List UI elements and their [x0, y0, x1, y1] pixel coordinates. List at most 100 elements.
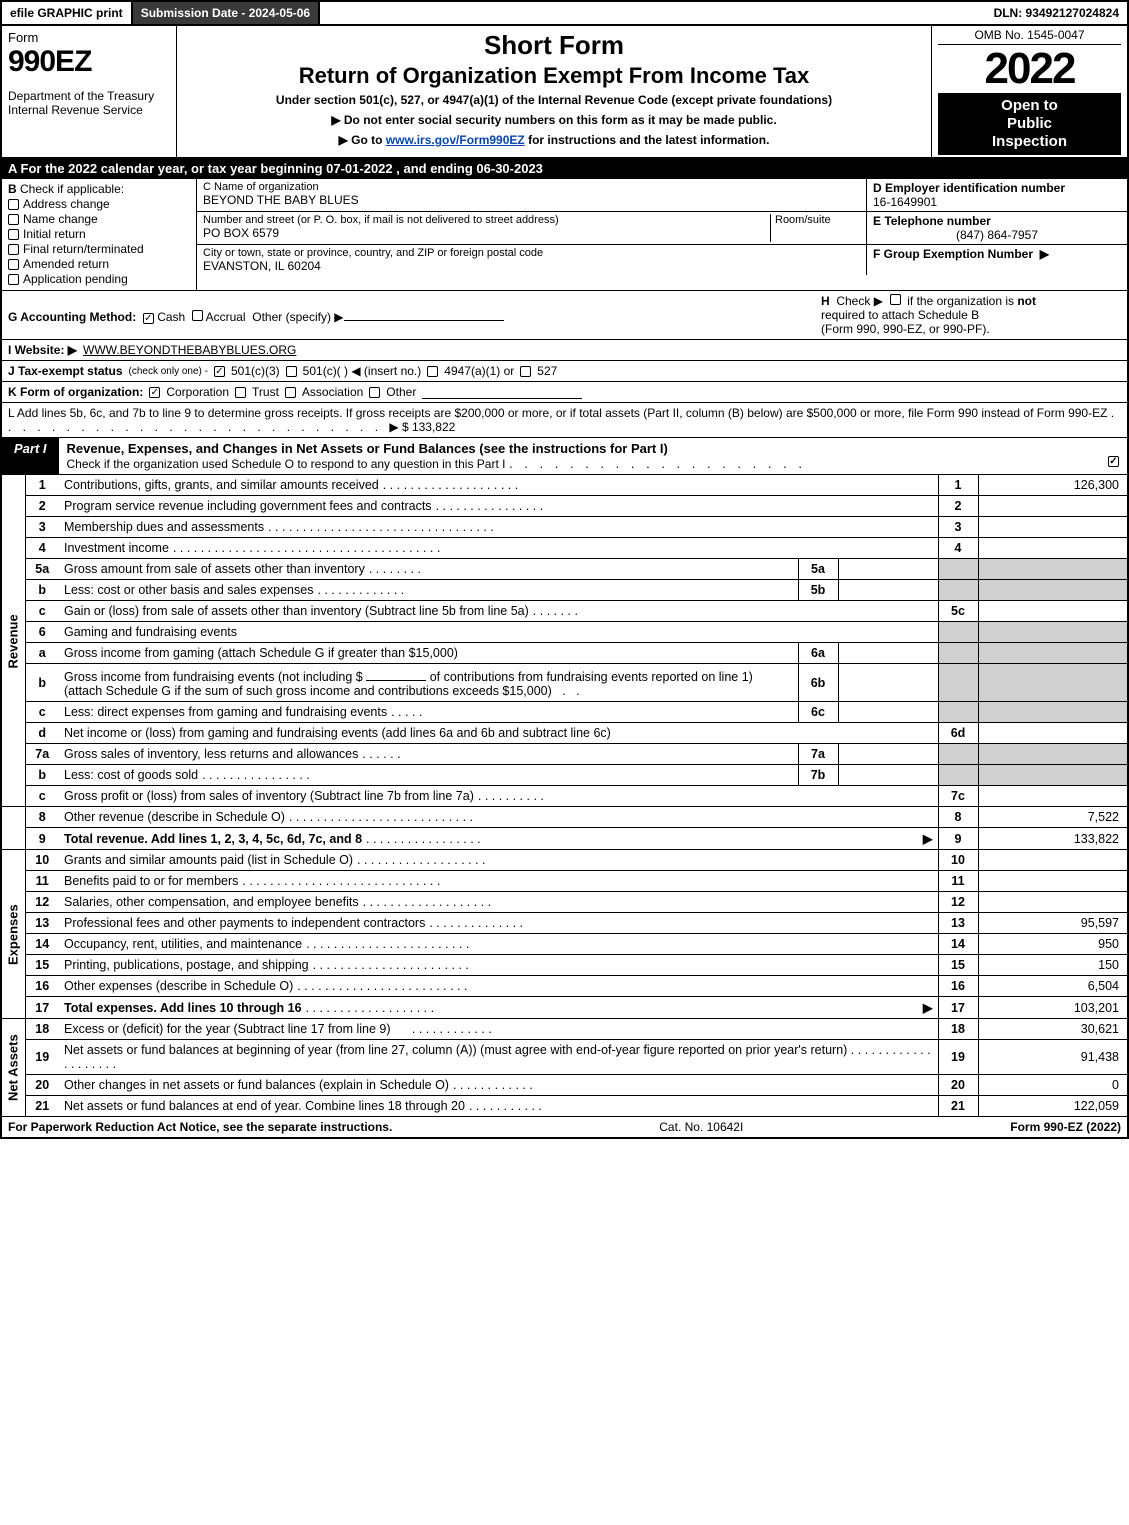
header-left: Form 990EZ Department of the Treasury In…: [2, 26, 177, 157]
line-2-desc: Program service revenue including govern…: [64, 499, 432, 513]
label-c-name: C Name of organization: [203, 181, 860, 193]
opt-501c: 501(c)( ) ◀ (insert no.): [303, 364, 422, 378]
line-6-shade: [938, 622, 978, 643]
line-9-desc: Total revenue. Add lines 1, 2, 3, 4, 5c,…: [64, 832, 362, 846]
open-to-public-box: Open to Public Inspection: [938, 93, 1121, 155]
line-6d-num: d: [25, 723, 59, 744]
dept-treasury: Department of the Treasury: [8, 89, 170, 103]
line-7b-val: [838, 765, 938, 786]
line-6d-amount: [978, 723, 1128, 744]
line-12-amount: [978, 892, 1128, 913]
goto-post: for instructions and the latest informat…: [528, 133, 769, 147]
line-4-num: 4: [25, 538, 59, 559]
line-11-desc: Benefits paid to or for members: [64, 874, 238, 888]
line-6b-amount-shade: [978, 664, 1128, 702]
subtitle-section: Under section 501(c), 527, or 4947(a)(1)…: [183, 93, 925, 107]
checkbox-amended-return[interactable]: [8, 259, 19, 270]
arrow-icon: ▶: [923, 831, 933, 846]
opt-4947: 4947(a)(1) or: [444, 364, 514, 378]
section-bcdef: B Check if applicable: Address change Na…: [0, 179, 1129, 291]
checkbox-initial-return[interactable]: [8, 229, 19, 240]
line-16-amount: 6,504: [978, 976, 1128, 997]
line-3-col: 3: [938, 517, 978, 538]
checkbox-accrual[interactable]: [192, 310, 203, 321]
line-1-desc: Contributions, gifts, grants, and simila…: [64, 478, 379, 492]
line-13-desc: Professional fees and other payments to …: [64, 916, 425, 930]
line-7b-amount-shade: [978, 765, 1128, 786]
line-3-amount: [978, 517, 1128, 538]
checkbox-cash[interactable]: [143, 313, 154, 324]
opt-final-return: Final return/terminated: [23, 242, 144, 256]
checkbox-other-org[interactable]: [369, 387, 380, 398]
label-city: City or town, state or province, country…: [203, 247, 860, 259]
other-org-input[interactable]: [422, 385, 582, 399]
line-21-col: 21: [938, 1096, 978, 1117]
line-18-desc: Excess or (deficit) for the year (Subtra…: [64, 1022, 391, 1036]
line-1-num: 1: [25, 475, 59, 496]
line-17-desc: Total expenses. Add lines 10 through 16: [64, 1001, 302, 1015]
line-7a-val: [838, 744, 938, 765]
line-21-num: 21: [25, 1096, 59, 1117]
line-7b-desc: Less: cost of goods sold: [64, 768, 198, 782]
line-8-desc: Other revenue (describe in Schedule O): [64, 810, 285, 824]
short-form-title: Short Form: [183, 30, 925, 61]
form-number: 990EZ: [8, 45, 170, 79]
checkbox-association[interactable]: [285, 387, 296, 398]
line-5a-shade: [938, 559, 978, 580]
line-11-amount: [978, 871, 1128, 892]
line-7b-box: 7b: [798, 765, 838, 786]
side-revenue: Revenue: [1, 475, 25, 807]
checkbox-h[interactable]: [890, 294, 901, 305]
checkbox-name-change[interactable]: [8, 214, 19, 225]
street-value: PO BOX 6579: [203, 226, 770, 240]
checkbox-address-change[interactable]: [8, 199, 19, 210]
checkbox-corporation[interactable]: [149, 387, 160, 398]
irs-link[interactable]: www.irs.gov/Form990EZ: [386, 133, 525, 147]
opt-name-change: Name change: [23, 212, 98, 226]
line-12-desc: Salaries, other compensation, and employ…: [64, 895, 359, 909]
line-4-col: 4: [938, 538, 978, 559]
other-specify-input[interactable]: [344, 307, 504, 321]
checkbox-application-pending[interactable]: [8, 274, 19, 285]
line-12-num: 12: [25, 892, 59, 913]
line-16-num: 16: [25, 976, 59, 997]
open-line2: Public: [940, 115, 1119, 133]
row-l-gross-receipts: L Add lines 5b, 6c, and 7b to line 9 to …: [0, 403, 1129, 438]
line-21-desc: Net assets or fund balances at end of ye…: [64, 1099, 465, 1113]
website-url[interactable]: WWW.BEYONDTHEBABYBLUES.ORG: [83, 343, 296, 357]
checkbox-4947[interactable]: [427, 366, 438, 377]
line-5c-col: 5c: [938, 601, 978, 622]
l-amount: ▶ $ 133,822: [389, 420, 455, 434]
col-b: B Check if applicable: Address change Na…: [2, 179, 197, 290]
line-15-desc: Printing, publications, postage, and shi…: [64, 958, 309, 972]
line-7c-amount: [978, 786, 1128, 807]
opt-501c3: 501(c)(3): [231, 364, 280, 378]
line-18-amount: 30,621: [978, 1019, 1128, 1040]
side-net-assets: Net Assets: [1, 1019, 25, 1117]
line-20-desc: Other changes in net assets or fund bala…: [64, 1078, 449, 1092]
top-bar: efile GRAPHIC print Submission Date - 20…: [0, 0, 1129, 26]
checkbox-527[interactable]: [520, 366, 531, 377]
line-14-desc: Occupancy, rent, utilities, and maintena…: [64, 937, 302, 951]
line-6c-num: c: [25, 702, 59, 723]
efile-print-label[interactable]: efile GRAPHIC print: [2, 2, 133, 24]
checkbox-501c3[interactable]: [214, 366, 225, 377]
row-j-tax-exempt: J Tax-exempt status (check only one) - 5…: [0, 361, 1129, 382]
label-h: H: [821, 294, 830, 308]
opt-corporation: Corporation: [166, 385, 229, 399]
line-20-num: 20: [25, 1075, 59, 1096]
h-text2: if the organization is: [907, 294, 1014, 308]
open-line1: Open to: [940, 97, 1119, 115]
checkbox-final-return[interactable]: [8, 244, 19, 255]
line-19-desc: Net assets or fund balances at beginning…: [64, 1043, 847, 1057]
line-7a-desc: Gross sales of inventory, less returns a…: [64, 747, 358, 761]
side-revenue-cont: [1, 807, 25, 850]
checkbox-501c[interactable]: [286, 366, 297, 377]
line-6b-input[interactable]: [366, 667, 426, 681]
checkbox-schedule-o[interactable]: [1108, 456, 1119, 467]
checkbox-trust[interactable]: [235, 387, 246, 398]
col-cde: C Name of organization BEYOND THE BABY B…: [197, 179, 1127, 290]
label-f-group: F Group Exemption Number: [873, 247, 1033, 261]
line-3-desc: Membership dues and assessments: [64, 520, 264, 534]
arrow-icon: ▶: [923, 1000, 933, 1015]
